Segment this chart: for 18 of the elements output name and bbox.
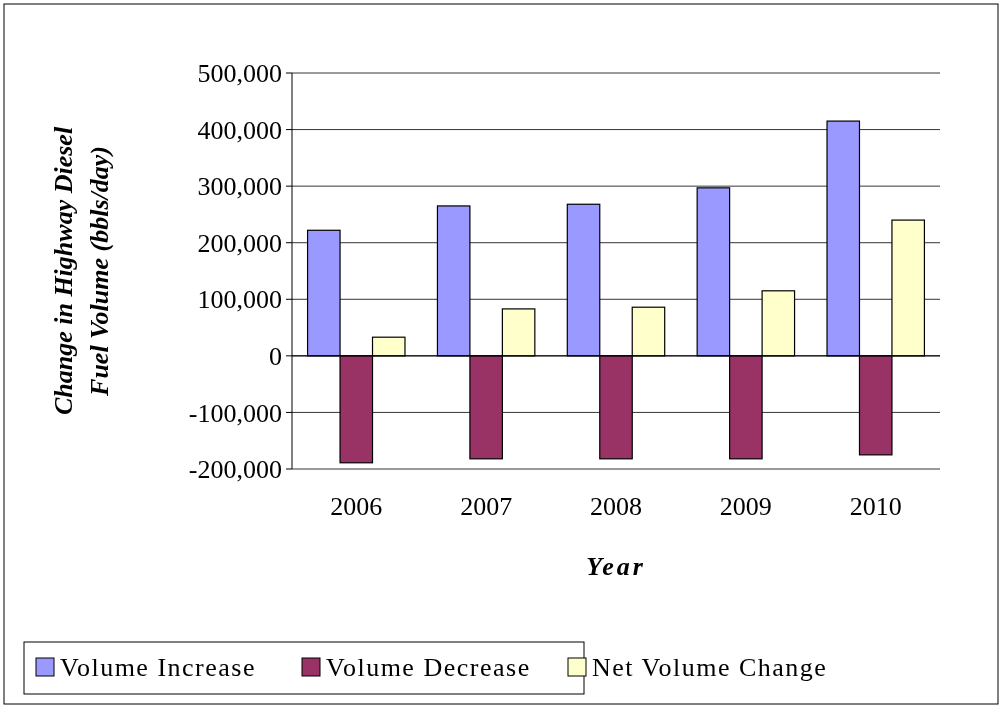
y-tick-label: 0 <box>269 341 282 371</box>
x-tick-label: 2008 <box>590 492 642 521</box>
legend-label: Volume Decrease <box>326 653 531 682</box>
x-axis-title: Year <box>586 552 646 581</box>
x-tick-label: 2006 <box>330 492 383 521</box>
y-tick-label: 200,000 <box>197 228 282 258</box>
x-tick-label: 2007 <box>460 492 513 521</box>
legend-label: Net Volume Change <box>592 653 828 682</box>
y-tick-label: 400,000 <box>197 115 282 145</box>
y-tick-label: -100,000 <box>188 398 282 428</box>
x-tick-label: 2009 <box>719 492 772 521</box>
y-tick-label: -200,000 <box>188 455 282 485</box>
x-tick-label: 2010 <box>849 492 902 521</box>
y-tick-label: 500,000 <box>197 59 282 89</box>
y-axis-title: Change in Highway Diesel Fuel Volume (bbls/day) <box>49 126 114 416</box>
y-tick-label: 100,000 <box>197 285 282 315</box>
legend-label: Volume Increase <box>60 653 257 682</box>
y-tick-label: 300,000 <box>197 172 282 202</box>
